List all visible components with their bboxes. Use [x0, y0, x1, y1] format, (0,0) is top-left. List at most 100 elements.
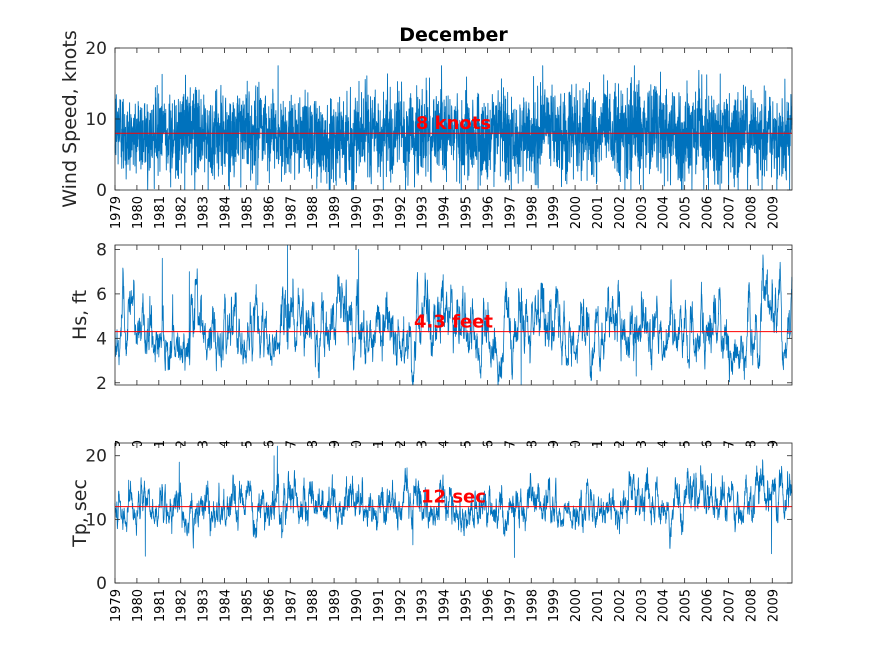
peak-period-overlap-tick-label: 1999	[547, 440, 562, 473]
peak-period-overlap-tick-label: 2009	[766, 440, 781, 473]
peak-period-xtick-label: 2006	[701, 589, 716, 622]
peak-period-xtick-label: 1979	[109, 589, 124, 622]
significant-wave-height-mean-label: 4.3 feet	[414, 312, 493, 333]
peak-period-xtick-label: 1983	[197, 589, 212, 622]
peak-period-overlap-tick-label: 1987	[284, 440, 299, 473]
peak-period-overlap-tick-label: 1984	[219, 440, 234, 473]
peak-period-overlap-tick-label: 1985	[240, 440, 255, 473]
wind-speed-xtick-label: 2000	[569, 196, 584, 229]
significant-wave-height-ytick-label: 4	[96, 329, 107, 349]
peak-period-xtick-label: 1989	[328, 589, 343, 622]
peak-period-xtick-label: 1984	[219, 589, 234, 622]
wind-speed-xtick-label: 1993	[416, 196, 431, 229]
significant-wave-height-panel: 4.3 feet 2 4 6 8 Hs, ft	[69, 240, 793, 394]
wind-speed-xtick-label: 1980	[131, 196, 146, 229]
peak-period-ytick-label: 20	[85, 447, 107, 467]
wind-speed-series-line	[114, 65, 793, 191]
wind-speed-xtick-label: 2004	[657, 196, 672, 229]
peak-period-overlap-tick-label: 2007	[722, 440, 737, 473]
peak-period-series-line	[114, 445, 793, 558]
wind-speed-xtick-label: 1995	[460, 196, 475, 229]
wind-speed-xtick-label: 2001	[591, 196, 606, 229]
figure-title: December	[399, 24, 508, 46]
wind-speed-xtick-label: 1998	[525, 196, 540, 229]
wind-speed-ytick-label: 20	[85, 39, 107, 59]
peak-period-overlap-tick-label: 1990	[350, 440, 365, 473]
peak-period-overlap-tick-label: 1986	[262, 440, 277, 473]
peak-period-overlap-tick-label: 1992	[394, 440, 409, 473]
wind-speed-ytick-label: 0	[96, 181, 107, 201]
wind-speed-xtick-label: 2006	[701, 196, 716, 229]
peak-period-overlap-labels: 1979 1980 1981 1982 1983 1984 1985 1986 1987 1988…	[109, 440, 781, 473]
peak-period-overlap-tick-label: 2004	[657, 440, 672, 473]
wind-speed-xtick-label: 1983	[197, 196, 212, 229]
peak-period-xtick-label: 1987	[284, 589, 299, 622]
wind-speed-ylabel: Wind Speed, knots	[59, 30, 81, 207]
significant-wave-height-axes-box	[114, 244, 793, 386]
peak-period-overlap-tick-label: 2000	[569, 440, 584, 473]
peak-period-xtick-label: 2003	[635, 589, 650, 622]
peak-period-xtick-label: 1990	[350, 589, 365, 622]
peak-period-axes-box	[114, 442, 793, 584]
peak-period-mean-label: 12 sec	[421, 487, 486, 508]
peak-period-overlap-tick-label: 1997	[503, 440, 518, 473]
wind-speed-xtick-label: 1985	[240, 196, 255, 229]
peak-period-xtick-label: 1982	[175, 589, 190, 622]
peak-period-xtick-label: 1985	[240, 589, 255, 622]
peak-period-overlap-tick-label: 1982	[175, 440, 190, 473]
significant-wave-height-ytick-label: 6	[96, 285, 107, 305]
wind-speed-xtick-label: 1988	[306, 196, 321, 229]
wind-speed-xtick-label: 2003	[635, 196, 650, 229]
wind-speed-xtick-label: 1981	[153, 196, 168, 229]
peak-period-xtick-label: 1981	[153, 589, 168, 622]
peak-period-xtick-label: 1986	[262, 589, 277, 622]
peak-period-overlap-tick-label: 1996	[481, 440, 496, 473]
peak-period-ytick-label: 0	[96, 574, 107, 594]
wind-speed-xtick-label: 2002	[613, 196, 628, 229]
peak-period-overlap-tick-label: 1988	[306, 440, 321, 473]
wind-speed-xtick-label: 1987	[284, 196, 299, 229]
peak-period-xtick-label: 2008	[744, 589, 759, 622]
wind-speed-xtick-label: 1990	[350, 196, 365, 229]
peak-period-overlap-tick-label: 1989	[328, 440, 343, 473]
peak-period-xtick-label: 1988	[306, 589, 321, 622]
wind-speed-xtick-label: 1991	[372, 196, 387, 229]
peak-period-xtick-label: 1998	[525, 589, 540, 622]
peak-period-xtick-label: 2009	[766, 589, 781, 622]
peak-period-xtick-label: 1994	[438, 589, 453, 622]
wind-speed-mean-label: 8 knots	[416, 113, 491, 134]
wind-speed-xtick-label: 1997	[503, 196, 518, 229]
wind-speed-xtick-label: 1984	[219, 196, 234, 229]
wind-speed-xtick-label: 1982	[175, 196, 190, 229]
peak-period-xtick-label: 1997	[503, 589, 518, 622]
wind-speed-xtick-label: 2005	[679, 196, 694, 229]
peak-period-xtick-label: 2002	[613, 589, 628, 622]
peak-period-overlap-tick-label: 1979	[109, 440, 124, 473]
wind-speed-xtick-label: 1994	[438, 196, 453, 229]
wind-speed-ytick-label: 10	[85, 110, 107, 130]
peak-period-overlap-tick-label: 2008	[744, 440, 759, 473]
peak-period-overlap-tick-label: 1980	[131, 440, 146, 473]
peak-period-overlap-tick-label: 2003	[635, 440, 650, 473]
wind-speed-xtick-label: 1992	[394, 196, 409, 229]
peak-period-xtick-label: 2000	[569, 589, 584, 622]
peak-period-xtick-label: 1991	[372, 589, 387, 622]
wind-speed-xtick-label: 1989	[328, 196, 343, 229]
peak-period-overlap-tick-label: 2006	[701, 440, 716, 473]
peak-period-overlap-tick-label: 2001	[591, 440, 606, 473]
significant-wave-height-ytick-label: 8	[96, 240, 107, 260]
peak-period-xtick-label: 1996	[481, 589, 496, 622]
peak-period-overlap-tick-label: 1998	[525, 440, 540, 473]
peak-period-overlap-tick-label: 1981	[153, 440, 168, 473]
peak-period-overlap-tick-label: 2002	[613, 440, 628, 473]
significant-wave-height-ytick-label: 2	[96, 374, 107, 394]
wind-speed-xtick-label: 2007	[722, 196, 737, 229]
peak-period-xtick-label: 1993	[416, 589, 431, 622]
peak-period-xtick-label: 1999	[547, 589, 562, 622]
peak-period-xtick-label: 2004	[657, 589, 672, 622]
wind-speed-xtick-label: 1979	[109, 196, 124, 229]
wind-speed-xtick-label: 1996	[481, 196, 496, 229]
